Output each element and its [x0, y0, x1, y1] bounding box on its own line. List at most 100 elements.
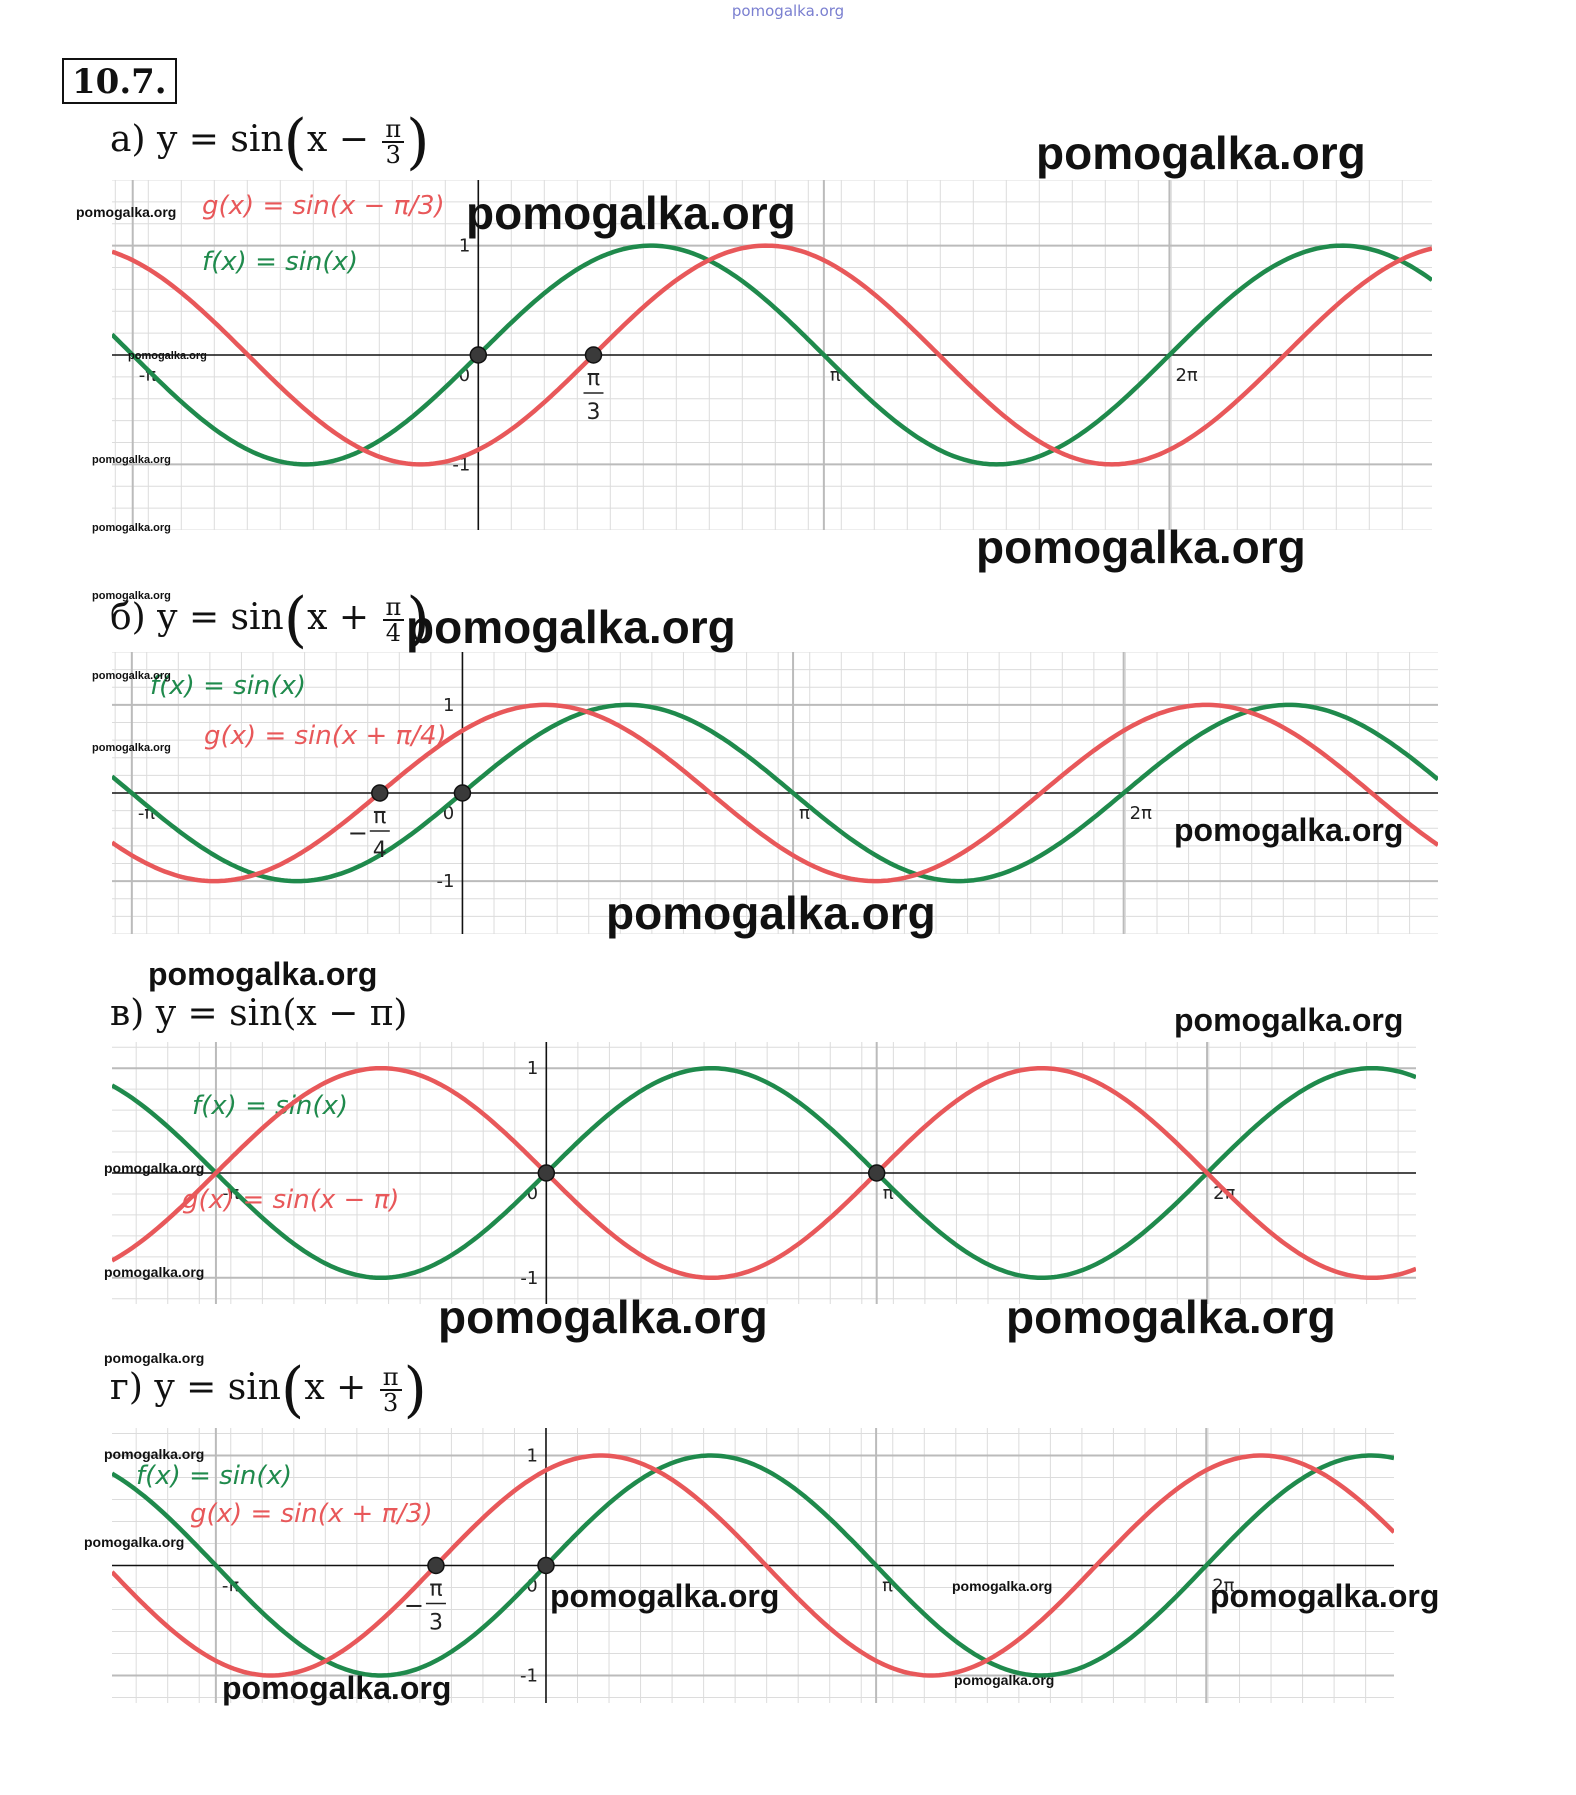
x-tick-label: 0 — [526, 1576, 537, 1597]
x-tick-label: -π — [222, 1576, 239, 1597]
x-tick-label: 2π — [1175, 365, 1197, 386]
heading-prefix: б) — [110, 597, 146, 638]
point-label-num: π — [587, 366, 600, 391]
point-label-den: 3 — [586, 400, 600, 425]
watermark: pomogalka.org — [92, 742, 171, 754]
frac-den: 3 — [382, 1389, 399, 1417]
watermark: pomogalka.org — [92, 590, 171, 602]
problem-number: 10.7. — [62, 58, 177, 104]
legend-entry: f(x) = sin(x) — [202, 247, 358, 277]
point — [453, 784, 472, 802]
legend-entry: f(x) = sin(x) — [136, 1461, 292, 1491]
series-line — [112, 702, 1438, 884]
frac-den: 4 — [385, 619, 402, 647]
watermark: pomogalka.org — [222, 1670, 452, 1706]
watermark: pomogalka.org — [104, 1446, 205, 1462]
heading-d: г) y = sin(x + π 3) — [110, 1355, 427, 1425]
point — [469, 346, 488, 364]
y-tick-label: 1 — [527, 1058, 538, 1079]
heading-prefix: а) — [110, 119, 146, 160]
watermark: pomogalka.org — [976, 521, 1306, 573]
watermark: pomogalka.org — [92, 522, 171, 534]
series-line — [112, 1065, 1416, 1281]
watermark: pomogalka.org — [148, 956, 378, 992]
legend-entry: g(x) = sin(x + π/4) — [204, 721, 447, 751]
x-tick-label: 0 — [459, 365, 470, 386]
heading-a: а) y = sin(x − π 3) — [110, 107, 430, 177]
watermark: pomogalka.org — [550, 1578, 780, 1614]
heading-pre: y = sin — [157, 597, 284, 638]
x-tick-label: 2π — [1213, 1183, 1235, 1204]
watermark: pomogalka.org — [406, 601, 736, 653]
x-tick-label: 0 — [443, 803, 454, 824]
watermark: pomogalka.org — [92, 670, 171, 682]
watermark: pomogalka.org — [1210, 1578, 1440, 1614]
watermark: pomogalka.org — [438, 1291, 768, 1343]
heading-inner: x + — [307, 597, 370, 638]
y-tick-label: 1 — [459, 236, 470, 257]
series-line — [112, 243, 1432, 467]
y-tick-label: 1 — [527, 1446, 538, 1467]
watermark: pomogalka.org — [606, 887, 936, 939]
heading-b: б) y = sin(x + π 4) — [110, 585, 430, 655]
point-label-num: π — [373, 804, 386, 829]
chart-a: -π 0 π 2π1-1f(x) = sin(x)g(x) = sin(x − π/3… — [112, 180, 1432, 530]
y-tick-label: 1 — [443, 695, 454, 716]
chart-d: -π 0 π 2π 1 -1 f(x) = sin(x) g(x) = sin(x + π/3… — [112, 1428, 1394, 1703]
top-watermark: pomogalka.org — [731, 2, 845, 20]
y-tick-label: -1 — [520, 1268, 538, 1289]
x-tick-label: π — [830, 365, 841, 386]
legend-entry: g(x) = sin(x − π) — [182, 1185, 399, 1215]
watermark: pomogalka.org — [1036, 127, 1366, 179]
heading-prefix: в) — [110, 993, 145, 1034]
watermark: pomogalka.org — [1174, 812, 1404, 848]
watermark: pomogalka.org — [84, 1534, 185, 1550]
point-label-den: 4 — [373, 838, 387, 863]
x-tick-label: 0 — [527, 1183, 538, 1204]
heading-pre: y = sin — [154, 1367, 281, 1408]
watermark: pomogalka.org — [104, 1160, 205, 1176]
heading-pre: y = sin(x − π) — [155, 993, 408, 1034]
point — [427, 1556, 445, 1575]
chart-c: -π 0 π 2π 1 -1 f(x) = sin(x) g(x) = sin(x − π) — [112, 1042, 1416, 1304]
frac-den: 3 — [385, 141, 401, 169]
watermark: pomogalka.org — [1006, 1291, 1336, 1343]
legend-entry: g(x) = sin(x − π/3) — [202, 191, 445, 221]
point-label-sign: − — [404, 1592, 424, 1620]
chart-b: -π 0 π 2π1-1f(x) = sin(x)g(x) = sin(x + π/4… — [112, 652, 1438, 934]
watermark: pomogalka.org — [104, 1350, 205, 1366]
watermark: pomogalka.org — [952, 1578, 1053, 1594]
watermark: pomogalka.org — [92, 454, 171, 466]
y-tick-label: -1 — [436, 871, 454, 892]
frac-num: π — [379, 1365, 402, 1391]
heading-prefix: г) — [110, 1367, 143, 1408]
x-tick-label: π — [882, 1576, 893, 1597]
point — [584, 346, 603, 364]
x-tick-label: π — [799, 803, 810, 824]
series-line — [112, 1065, 1416, 1281]
x-tick-label: 2π — [1130, 803, 1152, 824]
watermark: pomogalka.org — [1174, 1002, 1404, 1038]
heading-pre: y = sin — [156, 119, 284, 160]
y-tick-label: -1 — [520, 1666, 538, 1687]
x-tick-label: π — [883, 1183, 894, 1204]
point — [537, 1164, 556, 1182]
legend-entry: g(x) = sin(x + π/3) — [190, 1499, 433, 1529]
watermark: pomogalka.org — [104, 1264, 205, 1280]
x-tick-label: 2π — [1212, 1576, 1234, 1597]
point — [867, 1164, 886, 1182]
frac-num: π — [382, 595, 405, 621]
point — [537, 1556, 555, 1575]
series-line — [112, 243, 1432, 467]
watermark: pomogalka.org — [128, 350, 207, 362]
legend-entry: f(x) = sin(x) — [192, 1091, 348, 1121]
point — [371, 784, 389, 802]
watermark: pomogalka.org — [466, 187, 796, 239]
legend-entry: f(x) = sin(x) — [150, 671, 306, 701]
heading-inner: x − — [306, 119, 369, 160]
series-line — [112, 702, 1438, 884]
watermark: pomogalka.org — [76, 204, 177, 220]
series-line — [112, 1453, 1394, 1678]
point-label-num: π — [429, 1577, 442, 1602]
heading-inner: x + — [304, 1367, 367, 1408]
